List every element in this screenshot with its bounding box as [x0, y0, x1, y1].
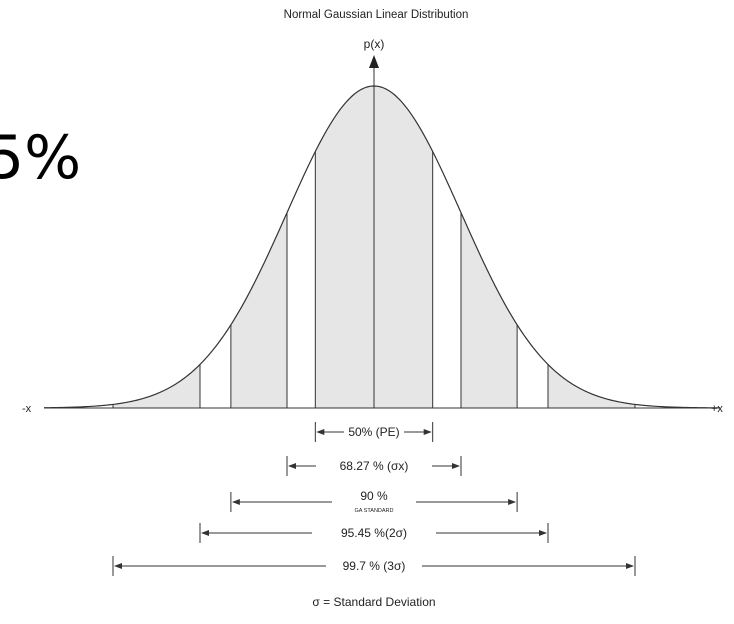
x-axis-negative-label: -x — [22, 403, 32, 415]
interval-label: 68.27 % (σx) — [340, 459, 409, 473]
interval-sublabel: GA STANDARD — [354, 508, 393, 514]
shaded-band-4 — [548, 364, 635, 408]
interval-label: 95.45 %(2σ) — [341, 526, 407, 540]
confidence-intervals: 50% (PE) 68.27 % (σx) 90 % GA STANDARD 95.45… — [112, 422, 636, 576]
shaded-band-0 — [113, 364, 200, 408]
diagram-title: Normal Gaussian Linear Distribution — [284, 9, 469, 21]
gaussian-curve — [43, 85, 721, 409]
x-axis-positive-label: +x — [711, 403, 723, 415]
interval-1: 68.27 % (σx) — [286, 456, 462, 476]
interval-2: 90 % GA STANDARD — [230, 489, 518, 514]
interval-label: 90 % — [360, 489, 388, 503]
interval-0: 50% (PE) — [314, 422, 434, 442]
y-axis-label: p(x) — [364, 37, 385, 51]
sigma-dividers — [112, 151, 636, 408]
interval-label: 50% (PE) — [348, 425, 399, 439]
shaded-band-3 — [461, 212, 518, 408]
interval-label: 99.7 % (3σ) — [343, 559, 406, 573]
y-axis-arrow-icon — [369, 55, 379, 68]
shaded-band-1 — [230, 212, 287, 408]
footnote: σ = Standard Deviation — [312, 595, 435, 609]
interval-3: 95.45 %(2σ) — [199, 523, 549, 543]
interval-4: 99.7 % (3σ) — [112, 556, 636, 576]
cropped-text-fragment: 5% — [0, 123, 82, 193]
